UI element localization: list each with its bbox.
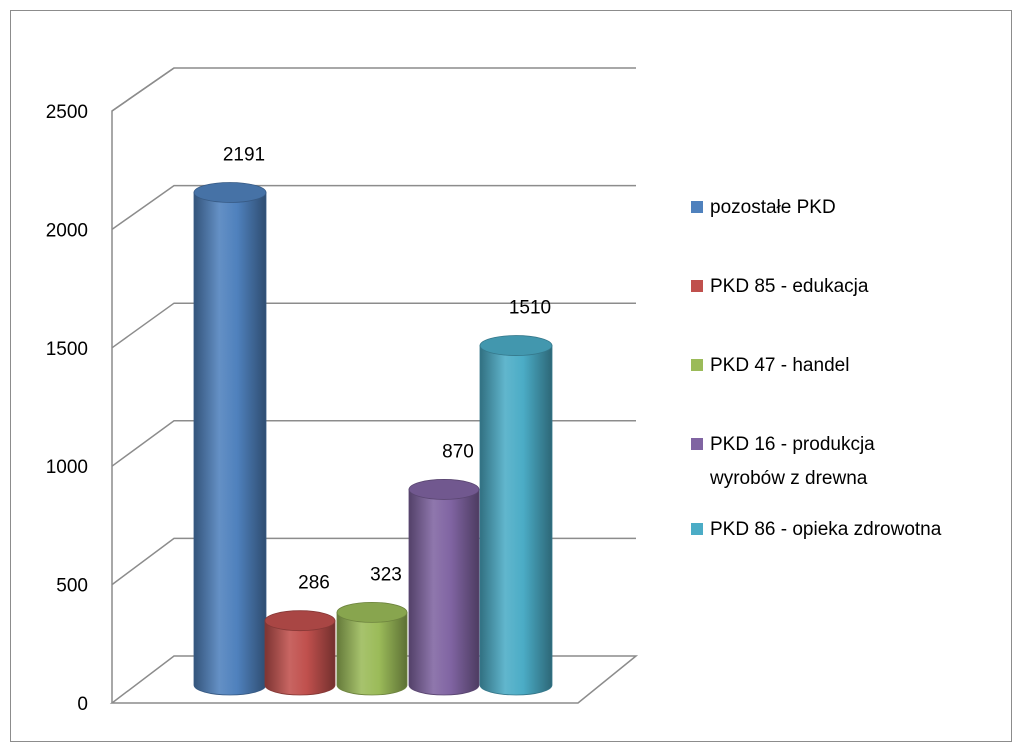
legend-label: wyrobów z drewna: [709, 468, 868, 489]
bar-body: [193, 192, 267, 696]
legend-swatch: [691, 280, 703, 292]
bar-body: [408, 489, 480, 696]
bar-pozostale-pkd: [193, 182, 267, 696]
gridline: [111, 184, 636, 231]
bar-pkd-86-opieka-zdrowotna: [479, 335, 553, 696]
y-tick-label: 1000: [46, 457, 88, 478]
left-wall-edge: [111, 67, 175, 703]
legend-item-pkd-47-handel: PKD 47 - handel: [691, 355, 849, 376]
data-label-pkd-85-edukacja: 286: [298, 573, 330, 594]
legend-swatch: [691, 523, 703, 535]
bar-pkd-47-handel: [336, 601, 408, 696]
y-tick-label: 1500: [46, 339, 88, 360]
bar-body: [479, 345, 553, 696]
bar-top: [408, 479, 480, 500]
legend-label: PKD 16 - produkcja: [710, 434, 875, 455]
bar-top: [193, 182, 267, 203]
legend-item-pkd-85-edukacja: PKD 85 - edukacja: [691, 276, 869, 297]
bar-pkd-16-produkcja-wyrobow-z-drewna: [408, 479, 480, 696]
y-axis-tick-labels: 0 500 1000 1500 2000 2500: [46, 102, 88, 715]
gridline: [111, 67, 636, 112]
legend-item-pozostale-pkd: pozostałe PKD: [691, 197, 836, 218]
bar-body: [336, 611, 408, 696]
legend-label: PKD 86 - opieka zdrowotna: [710, 519, 942, 540]
legend-swatch: [691, 438, 703, 450]
legend-label: PKD 47 - handel: [710, 355, 849, 376]
data-label-pkd-16-produkcja-wyrobow-z-drewna: 870: [442, 441, 474, 462]
y-tick-label: 0: [77, 694, 88, 715]
y-tick-label: 2000: [46, 220, 88, 241]
bar-body: [264, 620, 336, 696]
bar-top: [479, 335, 553, 356]
gridline: [111, 420, 636, 467]
chart-frame: [10, 10, 1012, 742]
legend: pozostałe PKD PKD 85 - edukacja PKD 47 - h…: [691, 197, 942, 540]
data-label-pkd-86-opieka-zdrowotna: 1510: [509, 298, 551, 319]
data-labels: 2191 286 323 870 1510: [223, 144, 551, 593]
gridline: [111, 302, 636, 349]
gridlines: [111, 67, 636, 586]
legend-swatch: [691, 359, 703, 371]
data-label-pozostale-pkd: 2191: [223, 144, 265, 165]
bar-top: [336, 601, 408, 623]
legend-item-pkd-16-produkcja-wyrobow-z-drewna: PKD 16 - produkcja wyrobów z drewna: [691, 434, 875, 489]
legend-item-pkd-86-opieka-zdrowotna: PKD 86 - opieka zdrowotna: [691, 519, 942, 540]
data-label-pkd-47-handel: 323: [370, 564, 402, 585]
legend-label: pozostałe PKD: [710, 197, 836, 218]
bar-top: [264, 610, 336, 632]
legend-label: PKD 85 - edukacja: [710, 276, 869, 297]
y-tick-label: 2500: [46, 102, 88, 123]
legend-swatch: [691, 201, 703, 213]
bar-pkd-85-edukacja: [264, 610, 336, 696]
y-tick-label: 500: [56, 576, 88, 597]
bars: [193, 182, 553, 696]
